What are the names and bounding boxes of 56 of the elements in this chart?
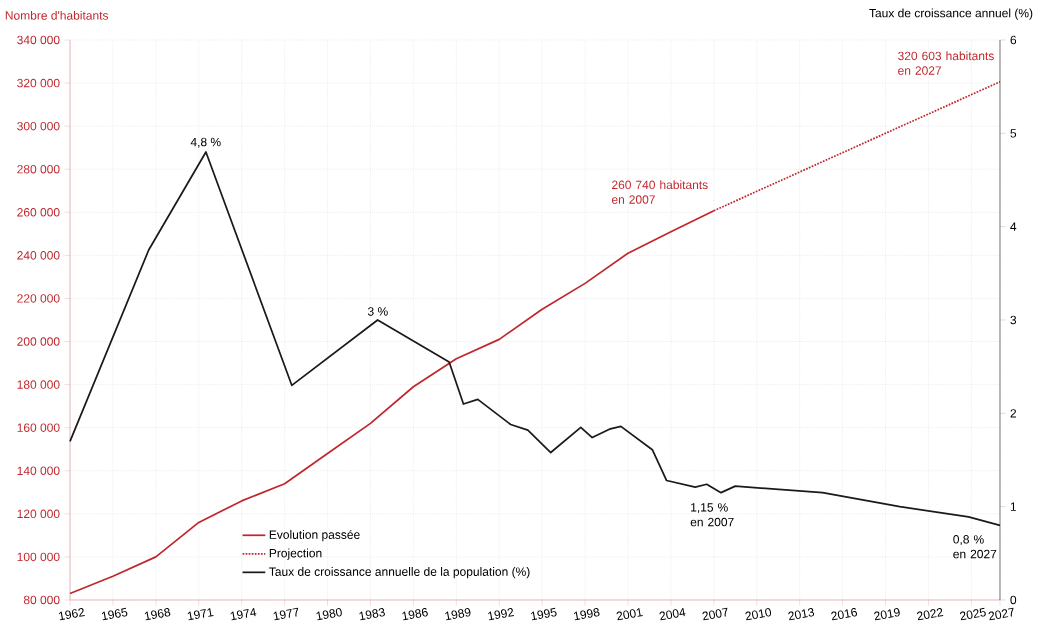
- x-tick-label: 1968: [144, 608, 171, 621]
- annotation: 260 740 habitants en 2007: [611, 180, 708, 204]
- x-tick-label: 1989: [445, 608, 471, 621]
- y-tick-label: 140 000: [17, 466, 60, 476]
- y-tick-label: 160 000: [17, 423, 60, 432]
- legend-label: Taux de croissance annuelle de la population (%): [269, 567, 530, 579]
- x-tick-label: 2001: [616, 608, 643, 621]
- y2-tick-label: 1: [1010, 502, 1017, 511]
- x-tick-label: 1980: [316, 608, 342, 621]
- y-tick-label: 280 000: [17, 164, 60, 174]
- y-axis-title: Nombre d'habitants: [5, 10, 109, 20]
- x-tick-label: 1983: [359, 608, 385, 621]
- y2-axis-title: Taux de croissance annuel (%): [869, 8, 1033, 20]
- x-tick-label: 2004: [659, 607, 686, 621]
- x-tick-label: 2027: [988, 607, 1014, 621]
- x-tick-label: 1962: [59, 608, 85, 621]
- x-tick-label: 2007: [702, 607, 728, 621]
- x-tick-label: 2016: [831, 608, 858, 621]
- x-tick-label: 1965: [101, 607, 128, 621]
- x-tick-label: 2013: [788, 608, 815, 621]
- x-tick-label: 2019: [874, 608, 900, 621]
- y-tick-label: 300 000: [17, 121, 60, 131]
- line-series: [69, 151, 1001, 527]
- y-tick-label: 120 000: [17, 509, 60, 519]
- x-tick-label: 1995: [531, 607, 557, 621]
- y2-tick-label: 5: [1010, 129, 1017, 138]
- x-tick-label: 1992: [488, 608, 514, 621]
- annotation: 0,8 % en 2027: [953, 535, 997, 559]
- y2-tick-label: 2: [1010, 409, 1017, 418]
- annotation: 4,8 %: [190, 137, 221, 148]
- x-tick-label: 1998: [574, 608, 600, 621]
- y-tick-label: 80 000: [23, 595, 60, 605]
- legend-label: Evolution passée: [269, 529, 360, 542]
- y2-tick-label: 3: [1010, 315, 1017, 325]
- x-tick-label: 1986: [402, 608, 428, 621]
- annotation: 3 %: [367, 307, 388, 316]
- x-tick-label: 2010: [745, 608, 772, 621]
- y-tick-label: 180 000: [17, 380, 60, 389]
- y-tick-label: 200 000: [17, 337, 60, 346]
- y-tick-label: 100 000: [17, 552, 60, 562]
- y2-tick-label: 0: [1010, 595, 1017, 605]
- annotation: 320 603 habitants en 2027: [898, 51, 994, 75]
- legend-label: Projection: [269, 548, 322, 560]
- x-tick-label: 1977: [273, 607, 299, 621]
- y-tick-label: 320 000: [17, 78, 60, 88]
- annotation: 1,15 % en 2007: [690, 503, 734, 527]
- y-tick-label: 340 000: [17, 35, 60, 45]
- x-tick-label: 1974: [230, 607, 257, 621]
- x-tick-label: 2025: [959, 607, 986, 621]
- x-tick-label: 1971: [187, 608, 214, 621]
- y-tick-label: 220 000: [17, 294, 60, 303]
- y-tick-label: 260 000: [17, 208, 60, 217]
- y2-tick-label: 4: [1010, 222, 1017, 231]
- x-tick-label: 2022: [917, 608, 944, 621]
- y2-tick-label: 6: [1010, 35, 1017, 45]
- y-tick-label: 240 000: [17, 251, 60, 260]
